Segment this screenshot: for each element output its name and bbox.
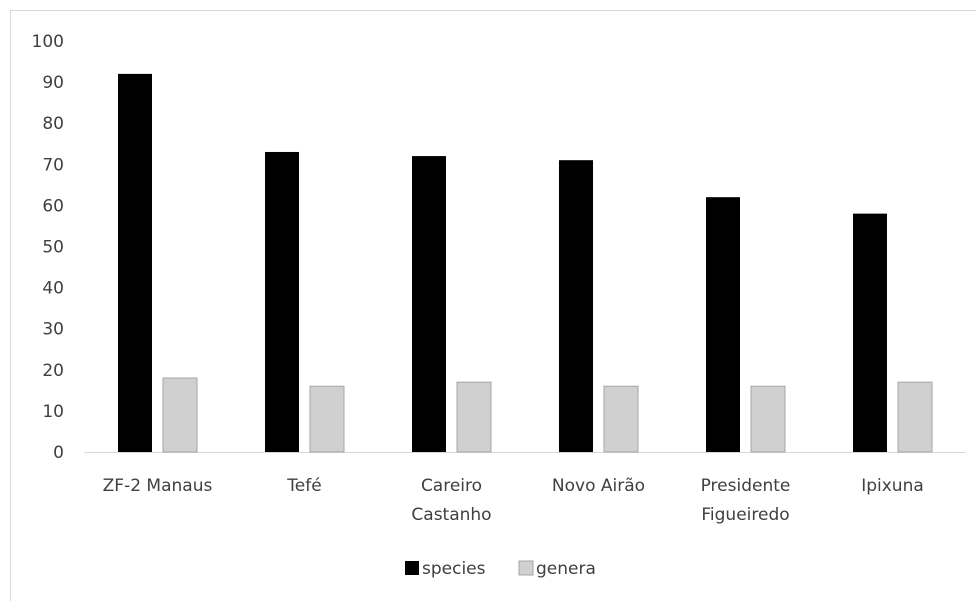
legend-swatch-species [405,561,419,575]
x-category-label: Castanho [411,505,491,525]
y-tick-label: 10 [42,402,64,422]
bar-genera [897,381,933,453]
y-tick-label: 20 [42,361,64,381]
x-category-label: Presidente [701,476,791,496]
bars [118,73,933,453]
y-tick-label: 70 [42,155,64,175]
x-category-label: Ipixuna [861,476,924,496]
bar-species [265,151,299,452]
bar-species [559,160,593,452]
y-tick-label: 100 [32,32,64,52]
bar-species [853,213,887,452]
bar-species [706,197,740,452]
legend-label-genera: genera [536,559,596,579]
y-tick-label: 60 [42,196,64,216]
bar-genera [456,381,492,453]
bar-species [412,156,446,452]
x-category-label: Tefé [286,476,321,496]
y-tick-label: 90 [42,73,64,93]
x-category-label: Figueiredo [701,505,789,525]
y-tick-label: 30 [42,320,64,340]
x-category-label: Careiro [421,476,482,496]
y-tick-label: 40 [42,279,64,299]
bar-species [118,73,152,452]
bar-genera [603,385,639,453]
x-category-label: ZF-2 Manaus [103,476,213,496]
y-tick-label: 50 [42,238,64,258]
chart-frame [10,10,976,601]
bar-genera [162,377,198,453]
y-axis: 0 10 20 30 40 50 60 70 80 90 100 [32,32,64,463]
legend: species genera [405,559,596,579]
legend-label-species: species [422,559,486,579]
bar-genera [750,385,786,453]
y-tick-label: 80 [42,114,64,134]
x-category-label: Novo Airão [552,476,645,496]
bar-genera [309,385,345,453]
y-tick-label: 0 [53,443,64,463]
legend-swatch-genera [518,560,534,576]
x-axis: ZF-2 Manaus Tefé Careiro Castanho Novo Airão… [84,452,966,525]
